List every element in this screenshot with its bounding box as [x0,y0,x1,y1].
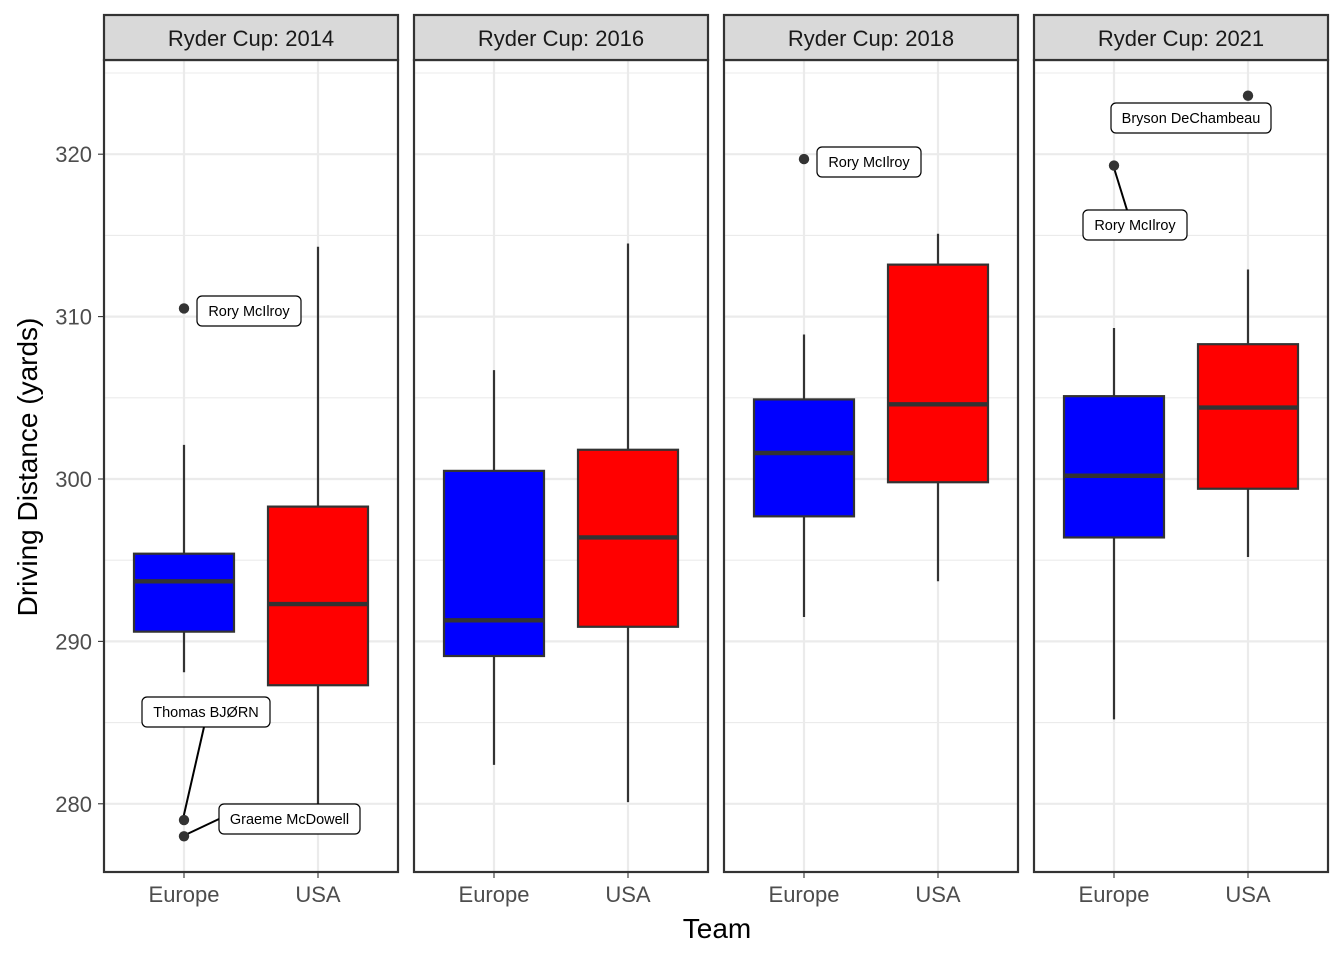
outlier-point [178,303,190,314]
x-tick-label-usa: USA [915,882,961,907]
outlier-label: Thomas BJØRN [141,696,271,728]
label-text: Bryson DeChambeau [1122,111,1261,127]
label-connector [182,818,220,837]
x-tick-label-europe: Europe [149,882,220,907]
panel-title: Ryder Cup: 2014 [168,26,334,51]
x-axis-title: Team [683,913,751,944]
label-box [1082,209,1188,241]
x-tick-label-europe: Europe [769,882,840,907]
y-tick-label-320: 320 [55,142,92,167]
panel-title: Ryder Cup: 2016 [478,26,644,51]
outlier-label: Rory McIlroy [196,295,302,327]
outlier-point [178,831,190,842]
label-text: Rory McIlroy [208,304,290,320]
box-body [442,469,546,658]
panel-title: Ryder Cup: 2018 [788,26,954,51]
panel-title: Ryder Cup: 2021 [1098,26,1264,51]
x-tick-label-usa: USA [295,882,341,907]
label-text: Rory McIlroy [1094,218,1176,234]
y-tick-label-290: 290 [55,629,92,654]
strip-background [722,13,1020,62]
x-tick-label-europe: Europe [459,882,530,907]
strip-background [102,13,400,62]
box-usa [576,243,680,803]
x-tick-label-usa: USA [605,882,651,907]
box-usa [266,246,370,806]
box-body [1062,395,1166,539]
label-box [141,696,271,728]
box-europe [752,334,856,618]
box-body [266,505,370,687]
outlier-label: Bryson DeChambeau [1110,102,1272,134]
panel-4: Bryson DeChambeau Rory McIlroy Ryder Cup: … [1032,13,1330,907]
box-europe [1062,327,1166,720]
y-axis-title: Driving Distance (yards) [12,318,43,617]
y-tick-label-300: 300 [55,467,92,492]
outlier-point [1108,160,1120,171]
label-box [218,803,361,835]
box-body [886,263,990,484]
panel-2: Ryder Cup: 2016 Europe USA [412,13,710,907]
box-europe [442,370,546,765]
label-text: Graeme McDowell [230,812,349,828]
outlier-point [1242,90,1254,101]
y-tick-label-280: 280 [55,792,92,817]
box-body [1196,343,1300,490]
box-body [132,552,236,633]
label-connector [182,726,205,820]
outlier-label: Rory McIlroy [1082,209,1188,241]
strip-background [412,13,710,62]
outlier-point [798,153,810,165]
x-tick-label-europe: Europe [1079,882,1150,907]
label-box [1110,102,1272,134]
box-usa [886,233,990,582]
label-box [816,146,922,178]
panel-3: Rory McIlroy Ryder Cup: 2018 Europe USA [722,13,1020,907]
outlier-label: Graeme McDowell [218,803,361,835]
panel-1: Rory McIlroy Thomas BJØRN Graeme McDowell R… [102,13,400,907]
label-connector [1113,167,1128,211]
outlier-point [178,814,190,826]
label-text: Thomas BJØRN [153,705,259,721]
strip-background [1032,13,1330,62]
y-tick-label-310: 310 [55,305,92,330]
label-text: Rory McIlroy [828,155,910,171]
box-europe [132,444,236,673]
x-tick-label-usa: USA [1225,882,1271,907]
box-body [752,398,856,518]
panel-background [104,60,398,872]
label-box [196,295,302,327]
box-usa [1196,269,1300,557]
outlier-label: Rory McIlroy [816,146,922,178]
